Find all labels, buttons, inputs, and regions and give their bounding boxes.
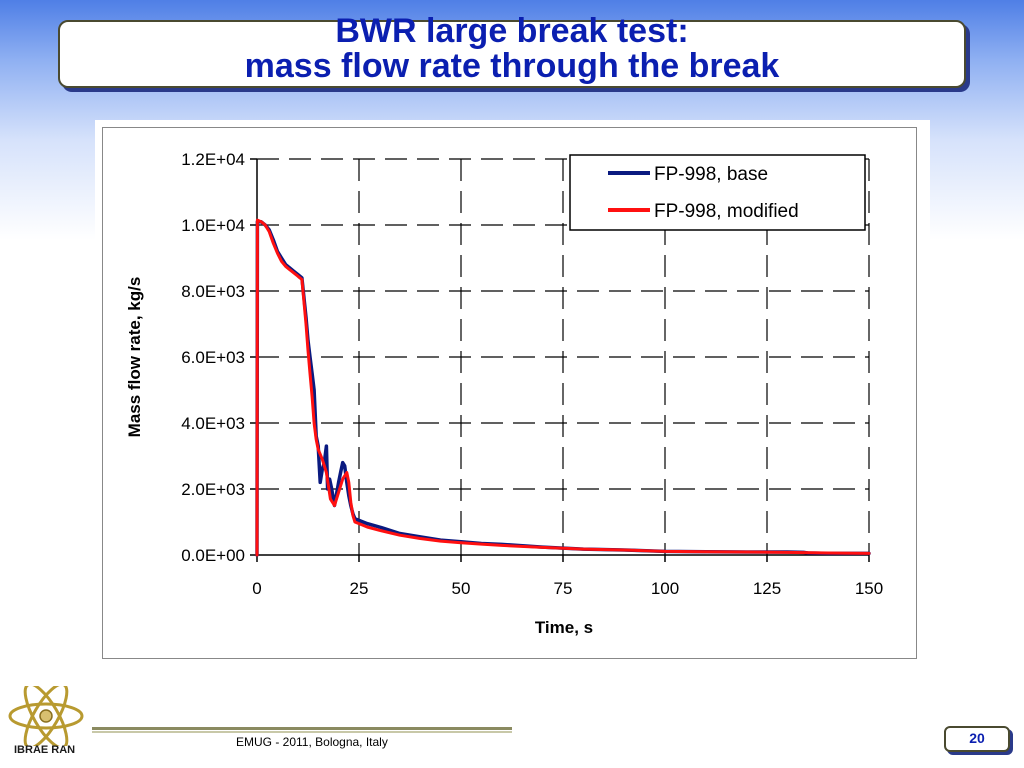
x-tick-label: 25 [350,579,369,598]
logo-text: IBRAE RAN [14,744,76,756]
legend-box [569,154,866,231]
y-tick-label: 0.0E+00 [181,546,245,565]
x-tick-label: 150 [855,579,883,598]
footer-text: EMUG - 2011, Bologna, Italy [236,735,388,749]
y-tick-label: 1.0E+04 [181,216,245,235]
footer-rule [92,727,512,730]
x-tick-label: 0 [252,579,261,598]
legend-label: FP-998, modified [654,201,799,222]
y-tick-label: 8.0E+03 [181,282,245,301]
title-box [58,20,966,88]
series-line-modified [255,218,871,557]
title-line-2: mass flow rate through the break [244,47,780,85]
ibrae-atom-logo-icon [8,686,84,746]
y-tick-label: 4.0E+03 [181,414,245,433]
legend-label: FP-998, base [654,164,768,185]
footer-rule-secondary [92,731,512,733]
title-line-1: BWR large break test: [335,12,689,50]
x-tick-label: 50 [452,579,471,598]
y-tick-label: 1.2E+04 [181,150,245,169]
page-number-box [944,726,1010,752]
x-tick-label: 100 [651,579,679,598]
y-tick-label: 2.0E+03 [181,480,245,499]
x-axis-label: Time, s [535,618,593,637]
y-axis-label: Mass flow rate, kg/s [125,277,144,438]
page-number: 20 [969,730,985,746]
x-tick-label: 125 [753,579,781,598]
x-tick-label: 75 [554,579,573,598]
slide-title: BWR large break test: mass flow rate thr… [58,14,966,84]
y-tick-label: 6.0E+03 [181,348,245,367]
chart-frame [102,127,917,659]
